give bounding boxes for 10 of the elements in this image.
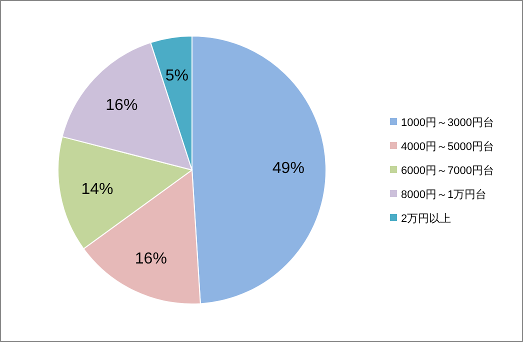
data-label: 16%: [106, 96, 138, 114]
legend-label: 1000円～3000円台: [401, 116, 494, 129]
data-label: 14%: [81, 181, 114, 198]
data-label: 5%: [165, 68, 188, 85]
legend-label: 6000円～7000円台: [401, 164, 494, 177]
legend-label: 4000円～5000円台: [401, 140, 494, 153]
data-label: 16%: [134, 250, 167, 268]
legend-label: 2万円以上: [401, 212, 452, 225]
legend-label: 8000円～1万円台: [401, 188, 487, 201]
data-label: 49%: [272, 160, 304, 177]
